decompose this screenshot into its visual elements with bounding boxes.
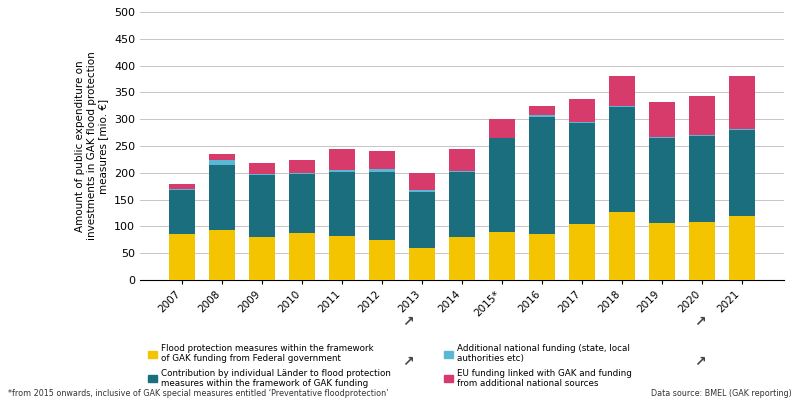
Bar [329, 170, 355, 172]
Bar [170, 190, 195, 234]
Bar [210, 165, 235, 230]
Bar [409, 173, 435, 190]
Bar [210, 230, 235, 280]
Text: *from 2015 onwards, inclusive of GAK special measures entitled ‘Preventative flo: *from 2015 onwards, inclusive of GAK spe… [8, 389, 389, 398]
Legend: Flood protection measures within the framework
of GAK funding from Federal gover: Flood protection measures within the fra… [144, 340, 394, 392]
Bar [569, 224, 595, 280]
Bar [449, 149, 475, 171]
Bar [609, 106, 635, 107]
Bar [449, 171, 475, 172]
Y-axis label: Amount of public expenditure on
investments in GAK flood protection
measures [mi: Amount of public expenditure on investme… [75, 52, 109, 240]
Bar [289, 160, 315, 173]
Bar [329, 172, 355, 236]
Bar [170, 234, 195, 280]
Bar [369, 240, 395, 280]
Bar [409, 248, 435, 280]
Bar [409, 190, 435, 192]
Bar [329, 236, 355, 280]
Bar [649, 138, 675, 223]
Bar [729, 129, 754, 130]
Bar [369, 169, 395, 172]
Bar [409, 192, 435, 248]
Bar [289, 174, 315, 233]
Text: ↗: ↗ [402, 355, 414, 369]
Bar [529, 115, 555, 116]
Bar [569, 122, 595, 123]
Bar [689, 96, 714, 135]
Bar [489, 138, 515, 232]
Bar [210, 160, 235, 165]
Bar [569, 99, 595, 122]
Bar [210, 154, 235, 160]
Text: ↗: ↗ [694, 355, 706, 369]
Bar [249, 176, 275, 237]
Bar [529, 116, 555, 234]
Bar [649, 137, 675, 138]
Bar [689, 136, 714, 222]
Text: ↗: ↗ [694, 315, 706, 329]
Bar [289, 233, 315, 280]
Bar [449, 172, 475, 237]
Bar [569, 123, 595, 224]
Bar [329, 149, 355, 170]
Bar [249, 174, 275, 176]
Bar [529, 234, 555, 280]
Bar [489, 232, 515, 280]
Bar [369, 172, 395, 240]
Bar [170, 184, 195, 190]
Bar [609, 76, 635, 106]
Text: ↗: ↗ [402, 315, 414, 329]
Bar [609, 107, 635, 212]
Bar [689, 222, 714, 280]
Bar [249, 237, 275, 280]
Bar [489, 119, 515, 138]
Bar [689, 135, 714, 136]
Legend: Additional national funding (state, local
authorities etc), EU funding linked wi: Additional national funding (state, loca… [440, 340, 635, 392]
Bar [649, 223, 675, 280]
Bar [649, 102, 675, 137]
Bar [529, 106, 555, 115]
Bar [249, 163, 275, 174]
Bar [369, 151, 395, 169]
Text: Data source: BMEL (GAK reporting): Data source: BMEL (GAK reporting) [651, 389, 792, 398]
Bar [729, 130, 754, 216]
Bar [609, 212, 635, 280]
Bar [729, 76, 754, 129]
Bar [729, 216, 754, 280]
Bar [449, 237, 475, 280]
Bar [289, 173, 315, 174]
